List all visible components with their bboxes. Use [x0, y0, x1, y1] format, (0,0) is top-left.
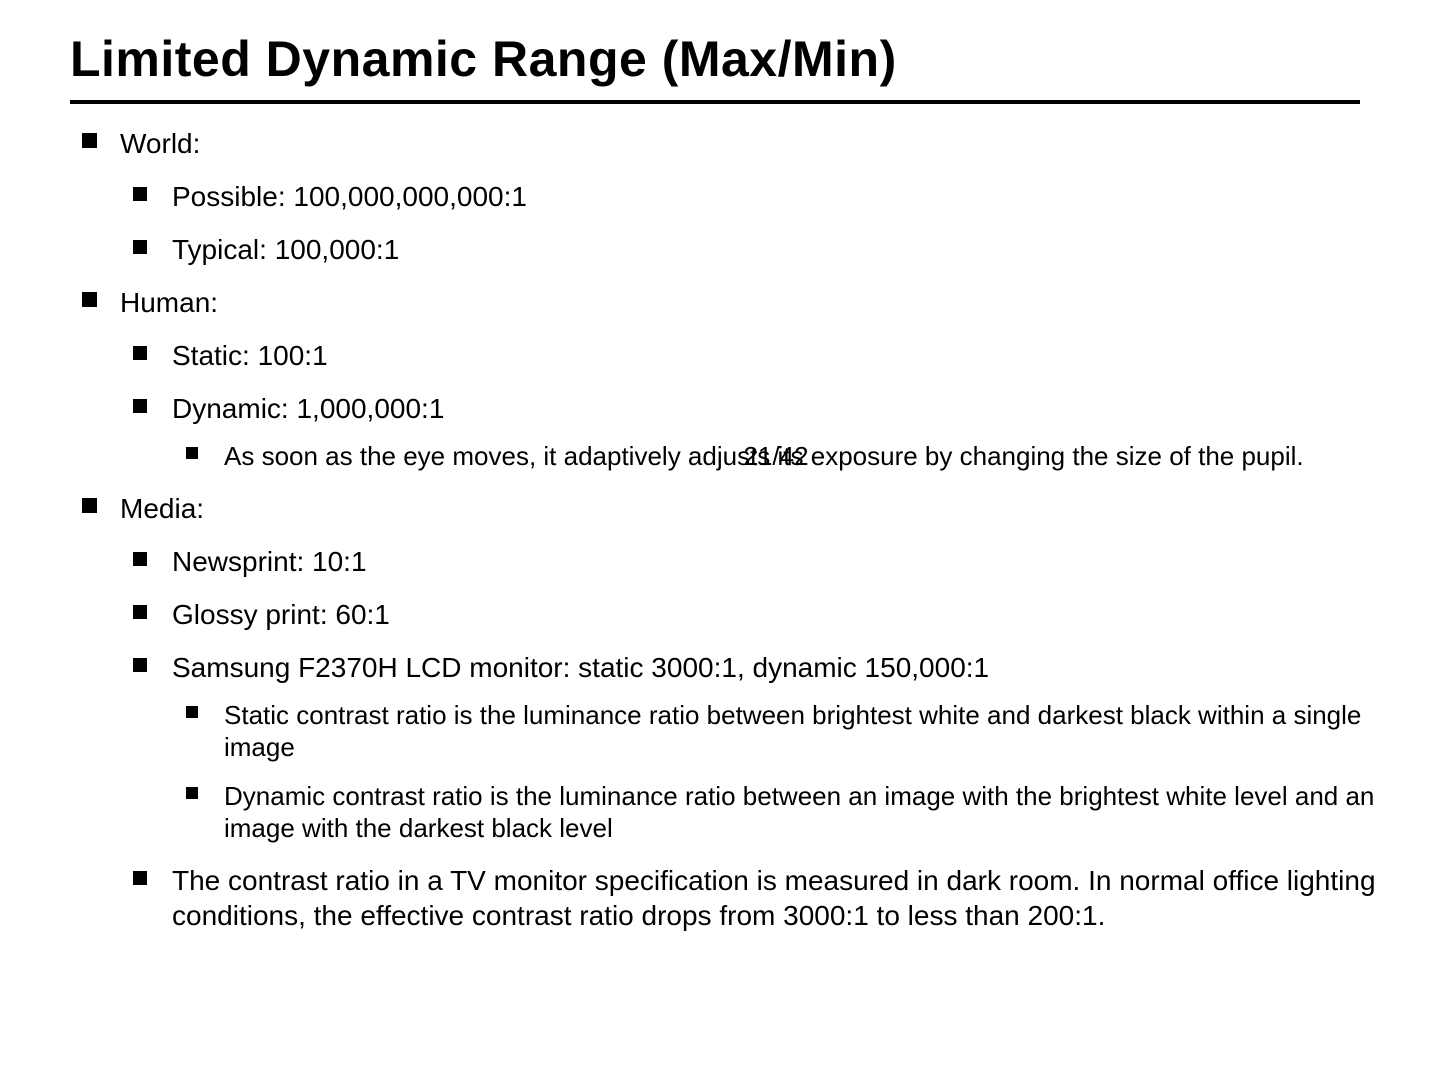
list-item: Dynamic: 1,000,000:1 As soon as the eye … — [120, 391, 1380, 473]
list-item: Media: Newsprint: 10:1 Glossy print: 60:… — [70, 491, 1380, 933]
list-item: Samsung F2370H LCD monitor: static 3000:… — [120, 650, 1380, 845]
list-item: Dynamic contrast ratio is the luminance … — [172, 780, 1380, 845]
list-item: Possible: 100,000,000,000:1 — [120, 179, 1380, 214]
list-item-text: The contrast ratio in a TV monitor speci… — [172, 865, 1376, 931]
list-item: Static: 100:1 — [120, 338, 1380, 373]
list-item: As soon as the eye moves, it adaptively … — [172, 440, 1380, 473]
list-item-text: Newsprint: 10:1 — [172, 546, 367, 577]
bullet-list: World: Possible: 100,000,000,000:1 Typic… — [70, 126, 1380, 933]
list-item-text: Typical: 100,000:1 — [172, 234, 399, 265]
list-item-text: Dynamic contrast ratio is the luminance … — [224, 781, 1374, 844]
slide: Limited Dynamic Range (Max/Min) World: P… — [0, 0, 1440, 933]
list-item: Newsprint: 10:1 — [120, 544, 1380, 579]
list-item: The contrast ratio in a TV monitor speci… — [120, 863, 1380, 933]
list-item-text: Dynamic: 1,000,000:1 — [172, 393, 444, 424]
list-item-label: Media: — [120, 493, 204, 524]
slide-title: Limited Dynamic Range (Max/Min) — [70, 30, 1380, 88]
list-item: Human: Static: 100:1 Dynamic: 1,000,000:… — [70, 285, 1380, 473]
list-item: Typical: 100,000:1 — [120, 232, 1380, 267]
list-item: World: Possible: 100,000,000,000:1 Typic… — [70, 126, 1380, 267]
title-rule — [70, 100, 1360, 104]
list-item-label: World: — [120, 128, 200, 159]
list-item-text: Glossy print: 60:1 — [172, 599, 390, 630]
list-item: Glossy print: 60:1 — [120, 597, 1380, 632]
page-number: 21/42 — [743, 440, 808, 473]
list-item-text: Possible: 100,000,000,000:1 — [172, 181, 527, 212]
list-item-text: Static: 100:1 — [172, 340, 328, 371]
list-item: Static contrast ratio is the luminance r… — [172, 699, 1380, 764]
list-item-label: Human: — [120, 287, 218, 318]
list-item-text: Samsung F2370H LCD monitor: static 3000:… — [172, 652, 989, 683]
list-item-text: Static contrast ratio is the luminance r… — [224, 700, 1361, 763]
